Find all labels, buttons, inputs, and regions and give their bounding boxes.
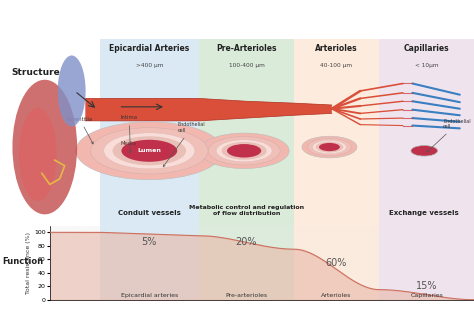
Bar xyxy=(379,226,474,300)
Text: Conduit vessels: Conduit vessels xyxy=(118,210,181,216)
Text: 15%: 15% xyxy=(416,281,438,291)
Text: 100-400 μm: 100-400 μm xyxy=(228,63,264,68)
Bar xyxy=(100,226,199,300)
Text: >400 μm: >400 μm xyxy=(136,63,163,68)
Circle shape xyxy=(216,140,272,162)
Ellipse shape xyxy=(19,108,57,201)
Circle shape xyxy=(319,143,340,151)
Text: Adventitia: Adventitia xyxy=(66,117,93,144)
Text: Arterioles: Arterioles xyxy=(315,44,358,53)
Circle shape xyxy=(411,146,438,156)
Text: Endothelial
cell: Endothelial cell xyxy=(427,119,471,152)
Bar xyxy=(199,39,294,226)
Circle shape xyxy=(76,122,223,180)
Bar xyxy=(199,226,294,300)
Ellipse shape xyxy=(58,55,86,126)
Circle shape xyxy=(308,138,351,156)
Text: < 10μm: < 10μm xyxy=(415,63,438,68)
Text: Exchange vessels: Exchange vessels xyxy=(389,210,459,216)
Circle shape xyxy=(312,140,346,154)
Text: 40-100 μm: 40-100 μm xyxy=(320,63,353,68)
Circle shape xyxy=(316,142,343,152)
Circle shape xyxy=(208,137,280,165)
Circle shape xyxy=(302,136,357,158)
Circle shape xyxy=(104,133,195,169)
Text: Epicardial arteries: Epicardial arteries xyxy=(121,293,178,298)
Text: Pre-arterioles: Pre-arterioles xyxy=(226,293,267,298)
Circle shape xyxy=(222,142,266,160)
Text: Metabolic control and regulation
of flow distribution: Metabolic control and regulation of flow… xyxy=(189,205,304,216)
Text: Lumen: Lumen xyxy=(137,148,161,153)
Text: 20%: 20% xyxy=(236,237,257,248)
Circle shape xyxy=(227,144,261,158)
Text: Epicardial Arteries: Epicardial Arteries xyxy=(109,44,190,53)
Text: Media: Media xyxy=(120,141,136,146)
Circle shape xyxy=(91,128,208,174)
Polygon shape xyxy=(85,99,332,121)
Text: Structure: Structure xyxy=(12,68,61,77)
Bar xyxy=(100,39,199,226)
Text: Capillaries: Capillaries xyxy=(404,44,449,53)
Text: Function: Function xyxy=(2,256,44,266)
Text: 5%: 5% xyxy=(142,237,157,248)
Circle shape xyxy=(112,136,186,165)
Text: Intima: Intima xyxy=(121,115,138,153)
Circle shape xyxy=(121,140,177,162)
Text: Endothelial
cell: Endothelial cell xyxy=(163,122,205,167)
Y-axis label: Total resistance (%): Total resistance (%) xyxy=(26,232,31,294)
Ellipse shape xyxy=(12,80,77,214)
Text: Normal Structure and Function of Coronary Macro and Microcirculation: Normal Structure and Function of Coronar… xyxy=(36,14,438,24)
Text: Capillaries: Capillaries xyxy=(410,293,443,298)
Bar xyxy=(294,226,379,300)
Bar xyxy=(379,39,474,226)
Text: 60%: 60% xyxy=(326,258,347,268)
Text: Pre-Arterioles: Pre-Arterioles xyxy=(216,44,277,53)
Circle shape xyxy=(199,133,289,168)
Bar xyxy=(294,39,379,226)
Text: Arterioles: Arterioles xyxy=(321,293,352,298)
